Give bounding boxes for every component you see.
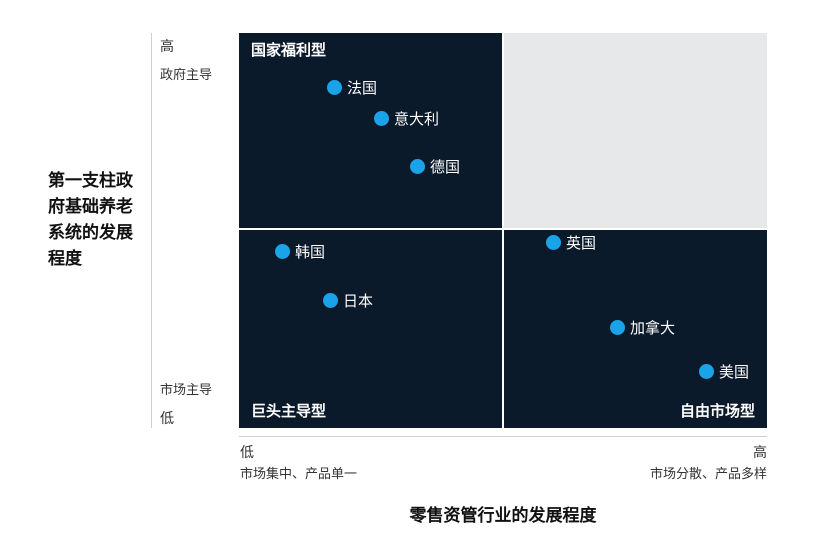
quadrant-bottom-right: 自由市场型	[504, 230, 767, 428]
dot-icon	[699, 364, 714, 379]
dot-icon	[610, 320, 625, 335]
x-axis-low-sublabel: 市场集中、产品单一	[240, 467, 358, 482]
dot-icon	[327, 80, 342, 95]
x-axis-high-sublabel: 市场分散、产品多样	[649, 467, 767, 482]
dot-icon	[374, 111, 389, 126]
quadrant-bottom-left: 巨头主导型	[239, 230, 502, 428]
y-axis-high-sublabel: 政府主导	[160, 68, 213, 83]
point-france: 法国	[327, 77, 377, 98]
y-axis-low-sublabel: 市场主导	[160, 383, 213, 398]
point-germany: 德国	[410, 156, 460, 177]
point-japan: 日本	[323, 290, 373, 311]
x-axis-low-label: 低	[240, 445, 254, 461]
dot-icon	[546, 235, 561, 250]
y-axis-line	[151, 33, 152, 428]
y-axis-title: 第一支柱政府基础养老系统的发展程度	[48, 171, 133, 269]
quadrant-title-giant: 巨头主导型	[251, 402, 327, 420]
y-axis-low-label: 低	[160, 411, 174, 427]
point-usa: 美国	[699, 361, 749, 382]
point-italy: 意大利	[374, 108, 439, 129]
quadrant-title-free-market: 自由市场型	[679, 402, 755, 420]
quadrant-title-welfare: 国家福利型	[251, 41, 327, 59]
quadrant-top-left: 国家福利型	[239, 33, 502, 228]
x-axis-title: 零售资管行业的发展程度	[409, 506, 597, 526]
y-axis-high-label: 高	[160, 39, 174, 55]
point-canada: 加拿大	[610, 317, 675, 338]
x-axis-high-label: 高	[753, 445, 767, 461]
dot-icon	[275, 244, 290, 259]
quadrant-top-right	[504, 33, 767, 228]
point-uk: 英国	[546, 232, 596, 253]
dot-icon	[323, 293, 338, 308]
point-korea: 韩国	[275, 241, 325, 262]
dot-icon	[410, 159, 425, 174]
x-axis-line	[239, 436, 767, 437]
